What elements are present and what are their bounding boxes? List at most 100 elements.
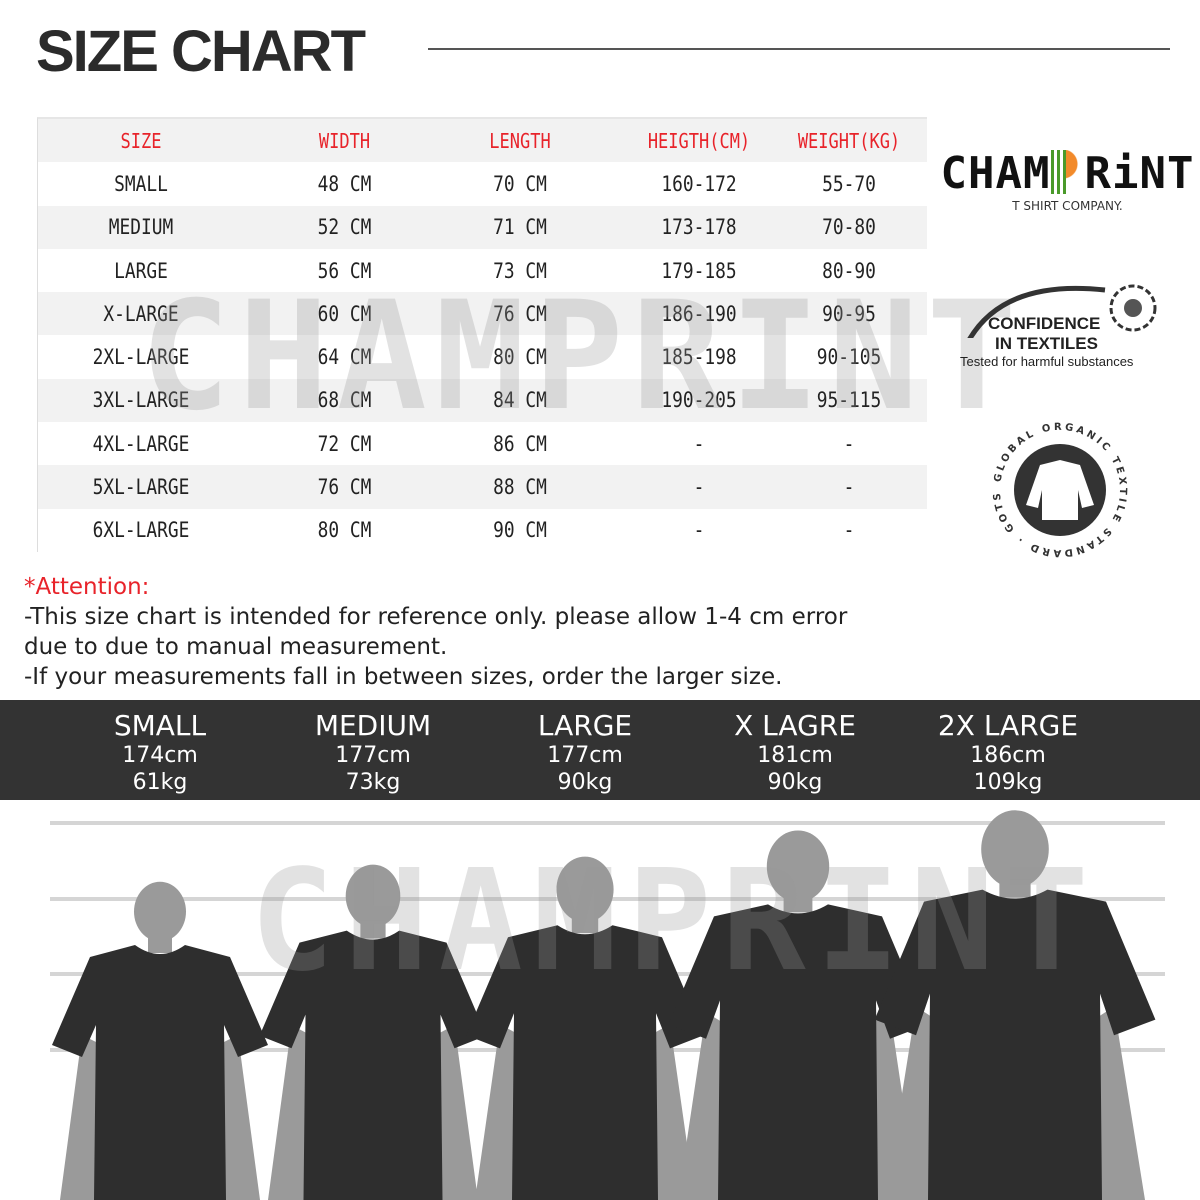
header-width: WIDTH: [318, 128, 371, 153]
gots-badge-icon: GLOBAL ORGANIC TEXTILE STANDARD · GOTS ·: [990, 420, 1125, 558]
table-row: 5XL-LARGE 76 CM 88 CM - -: [38, 465, 927, 509]
cell-width: 52 CM: [317, 215, 372, 240]
model-figures: [52, 810, 1156, 1200]
cell-weight: 95-115: [816, 388, 882, 413]
model-height: 186cm: [970, 743, 1046, 768]
table-row: LARGE 56 CM 73 CM 179-185 80-90: [38, 249, 927, 292]
model-figure: [259, 864, 487, 1200]
cell-width: 80 CM: [317, 518, 372, 543]
cell-size: SMALL: [114, 171, 168, 196]
cell-length: 70 CM: [493, 171, 547, 196]
cell-length: 76 CM: [493, 301, 547, 326]
cell-length: 86 CM: [493, 431, 547, 456]
header-height: HEIGTH(CM): [647, 128, 751, 153]
cell-width: 60 CM: [317, 301, 372, 326]
model-weight: 90kg: [767, 770, 823, 795]
cell-length: 84 CM: [493, 388, 547, 413]
model-height: 177cm: [335, 743, 411, 768]
cell-length: 73 CM: [493, 258, 547, 283]
model-weight: 61kg: [132, 770, 188, 795]
cell-length: 71 CM: [493, 215, 547, 240]
brand-name: CHAM RiNT: [940, 148, 1195, 199]
model-figure: [874, 810, 1156, 1200]
model-spec: MEDIUM 177cm 73kg: [273, 710, 473, 796]
model-spec: LARGE 177cm 90kg: [485, 710, 685, 796]
cell-length: 80 CM: [493, 345, 547, 370]
cell-length: 88 CM: [493, 475, 547, 500]
cell-height: -: [693, 475, 705, 500]
model-spec: SMALL 174cm 61kg: [60, 710, 260, 796]
cell-weight: 80-90: [822, 258, 876, 283]
cell-weight: 70-80: [822, 215, 876, 240]
model-figure: [466, 856, 704, 1200]
oeko-arc-icon: [967, 284, 1157, 338]
cell-height: 179-185: [661, 258, 737, 283]
cell-size: LARGE: [114, 258, 168, 283]
cell-width: 64 CM: [317, 345, 372, 370]
header-size: SIZE: [120, 128, 162, 153]
confidence-in-textiles-badge: CONFIDENCE IN TEXTILES Tested for harmfu…: [955, 278, 1170, 369]
table-row: 6XL-LARGE 80 CM 90 CM - -: [38, 509, 927, 552]
cert-line-3: Tested for harmful substances: [960, 354, 1134, 369]
note-line-1: -This size chart is intended for referen…: [24, 604, 848, 630]
table-row: X-LARGE 60 CM 76 CM 186-190 90-95: [38, 292, 927, 336]
model-spec: 2X LARGE 186cm 109kg: [908, 710, 1108, 796]
cell-length: 90 CM: [493, 518, 547, 543]
cell-height: 186-190: [661, 301, 737, 326]
cell-height: -: [693, 431, 705, 456]
note-line-3: -If your measurements fall in between si…: [24, 664, 783, 690]
cell-height: -: [693, 518, 705, 543]
model-figure: [668, 830, 928, 1200]
cell-weight: -: [843, 475, 855, 500]
cell-width: 56 CM: [317, 258, 372, 283]
model-spec: X LAGRE 181cm 90kg: [695, 710, 895, 796]
table-row: 4XL-LARGE 72 CM 86 CM - -: [38, 422, 927, 465]
header-length: LENGTH: [489, 128, 551, 153]
cell-width: 72 CM: [317, 431, 372, 456]
cell-weight: 55-70: [822, 171, 876, 196]
model-size: X LAGRE: [734, 709, 856, 742]
table-header: SIZE WIDTH LENGTH HEIGTH(CM) WEIGHT(KG): [38, 119, 927, 163]
model-figure: [52, 881, 268, 1200]
attention-notes: *Attention: -This size chart is intended…: [24, 572, 847, 692]
model-weight: 109kg: [973, 770, 1043, 795]
guide-line: [50, 821, 1165, 825]
brand-logo: CHAM RiNT T SHIRT COMPANY.: [940, 148, 1195, 213]
cell-size: 4XL-LARGE: [92, 431, 190, 456]
model-size: LARGE: [537, 709, 633, 742]
table-row: 3XL-LARGE 68 CM 84 CM 190-205 95-115: [38, 378, 927, 423]
cell-weight: 90-95: [822, 301, 876, 326]
cell-width: 68 CM: [317, 388, 372, 413]
cert-line-2: IN TEXTILES: [995, 334, 1098, 353]
model-height: 181cm: [757, 743, 833, 768]
attention-label: *Attention:: [24, 574, 150, 600]
note-line-2: due to due to manual measurement.: [24, 634, 448, 660]
cell-width: 76 CM: [317, 475, 372, 500]
model-height: 174cm: [122, 743, 198, 768]
header-weight: WEIGHT(KG): [797, 128, 901, 153]
model-size: SMALL: [113, 709, 207, 742]
brand-p-mark-icon: [1050, 150, 1085, 194]
size-table: SIZE WIDTH LENGTH HEIGTH(CM) WEIGHT(KG) …: [37, 117, 927, 552]
cell-height: 173-178: [661, 215, 737, 240]
page-title: SIZE CHART: [36, 19, 366, 84]
cell-height: 190-205: [661, 388, 737, 413]
model-weight: 73kg: [345, 770, 401, 795]
cert-line-1: CONFIDENCE: [988, 314, 1101, 333]
cell-height: 185-198: [661, 345, 737, 370]
brand-tagline: T SHIRT COMPANY.: [1012, 199, 1123, 213]
table-row: MEDIUM 52 CM 71 CM 173-178 70-80: [38, 205, 927, 249]
model-weight: 90kg: [557, 770, 613, 795]
cell-weight: -: [843, 518, 855, 543]
model-size: MEDIUM: [314, 709, 432, 742]
cell-size: 6XL-LARGE: [92, 518, 190, 543]
cell-size: MEDIUM: [108, 215, 174, 240]
model-size: 2X LARGE: [937, 709, 1079, 742]
cell-size: 3XL-LARGE: [92, 388, 190, 413]
cell-width: 48 CM: [317, 171, 372, 196]
title-divider: [428, 48, 1170, 50]
cell-size: 5XL-LARGE: [92, 475, 190, 500]
cell-weight: -: [843, 431, 855, 456]
model-size-band: SMALL 174cm 61kg MEDIUM 177cm 73kg LARGE 177cm 9…: [0, 700, 1200, 800]
cell-height: 160-172: [661, 171, 737, 196]
